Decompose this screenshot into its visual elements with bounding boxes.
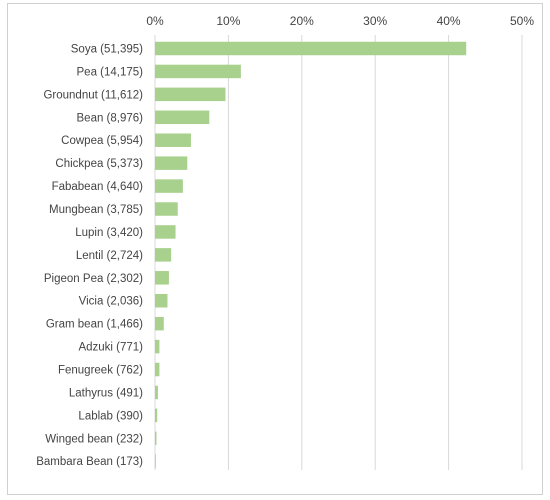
category-label: Soya (51,395) [71, 44, 143, 56]
category-label: Bambara Bean (173) [36, 456, 143, 468]
category-label: Gram bean (1,466) [46, 319, 143, 331]
bar [155, 64, 241, 79]
x-tick-label: 30% [363, 14, 387, 28]
bar [155, 385, 158, 400]
bar [155, 431, 157, 446]
bar [155, 110, 210, 125]
chart-frame [7, 3, 543, 495]
category-label: Cowpea (5,954) [61, 135, 143, 147]
x-tick-label: 40% [437, 14, 461, 28]
category-label: Mungbean (3,785) [49, 204, 143, 216]
bar [155, 271, 169, 285]
bar [155, 87, 226, 102]
category-label: Pea (14,175) [77, 66, 144, 78]
category-label: Lupin (3,420) [75, 227, 143, 239]
x-tick-label: 0% [146, 14, 164, 28]
bar [155, 225, 176, 239]
category-label: Winged bean (232) [45, 433, 143, 445]
category-label: Lentil (2,724) [76, 250, 143, 262]
bar [155, 408, 158, 423]
category-label: Fababean (4,640) [52, 181, 144, 193]
category-label: Bean (8,976) [77, 112, 144, 124]
category-label: Vicia (2,036) [79, 296, 144, 308]
category-label: Chickpea (5,373) [55, 158, 143, 170]
x-tick-label: 20% [290, 14, 314, 28]
bar [155, 179, 183, 193]
bar [155, 454, 156, 468]
category-label: Groundnut (11,612) [43, 89, 143, 101]
bar [155, 293, 168, 308]
bar [155, 316, 164, 331]
category-label: Fenugreek (762) [58, 365, 143, 377]
bar [155, 156, 188, 170]
category-label: Lathyrus (491) [69, 387, 143, 399]
category-label: Pigeon Pea (2,302) [44, 273, 143, 285]
x-tick-label: 10% [216, 14, 240, 28]
x-tick-label: 50% [510, 14, 534, 28]
bar [155, 133, 191, 147]
bar [155, 362, 160, 377]
bar [155, 248, 172, 262]
category-label: Lablab (390) [78, 410, 143, 422]
bar [155, 41, 467, 56]
category-label: Adzuki (771) [78, 342, 143, 354]
bar [155, 202, 178, 216]
bar [155, 339, 160, 354]
